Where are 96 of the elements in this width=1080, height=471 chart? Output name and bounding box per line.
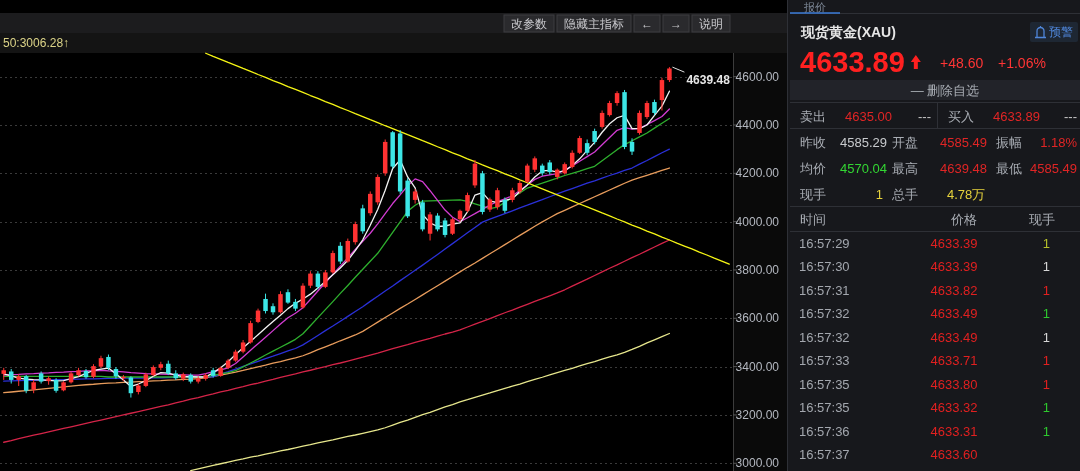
line-series: [190, 332, 671, 471]
data-label: 4633.49: [930, 306, 978, 322]
text: 昨收: [800, 134, 826, 150]
text: +1.06%: [998, 55, 1046, 71]
data-label: 4633.39: [930, 235, 978, 251]
y-tick-label: 3800.00: [735, 262, 780, 277]
candlestick: [323, 269, 328, 289]
text: 4633.89: [800, 46, 905, 78]
y-tick-label: 16:57:36: [799, 423, 850, 439]
button: ←: [633, 14, 661, 33]
data-label: 4633.80: [930, 376, 978, 392]
candlestick: [465, 192, 470, 213]
data-label: 1: [1042, 259, 1050, 275]
y-tick-label: 3200.00: [735, 407, 780, 422]
candlestick: [338, 241, 343, 265]
data-label: 1: [1042, 306, 1050, 322]
y-tick-label: 16:57:32: [799, 306, 850, 322]
candlestick: [495, 187, 500, 211]
button: 说明: [691, 14, 731, 33]
data-label: 1: [1042, 423, 1050, 439]
candlestick: [435, 212, 440, 232]
text: 现手: [800, 186, 826, 202]
text: +48.60: [940, 55, 984, 71]
candlestick: [23, 374, 29, 394]
data-label: 1: [1042, 282, 1050, 298]
y-tick-label: 16:57:31: [799, 282, 850, 298]
data-label: 4633.71: [930, 353, 978, 369]
text: 4635.00: [845, 108, 892, 124]
button: 隐藏主指标: [556, 14, 632, 33]
y-tick-label: 4400.00: [735, 118, 780, 132]
y-tick-label: 16:57:32: [799, 329, 850, 345]
data-label: 4633.32: [930, 400, 978, 416]
text: ---: [918, 108, 931, 124]
text: 50:3006.28↑: [3, 36, 70, 50]
y-tick-label: 16:57:29: [799, 235, 850, 251]
candlestick: [278, 290, 283, 314]
text: 振幅: [996, 134, 1022, 150]
data-label: 4633.60: [930, 447, 978, 463]
data-label: 4633.82: [930, 282, 978, 298]
text: ---: [1064, 108, 1077, 124]
candlestick: [353, 221, 358, 246]
y-tick-label: 16:57:30: [799, 259, 850, 275]
data-label: 4633.49: [930, 329, 978, 345]
line-series: [205, 52, 730, 265]
y-tick-label: 4600.00: [735, 69, 780, 84]
line-series: [3, 239, 671, 443]
candlestick: [427, 211, 433, 241]
candlestick: [577, 135, 582, 155]
text: 4639.48: [940, 160, 987, 176]
text: 卖出: [800, 108, 826, 124]
text: 4585.49: [940, 134, 987, 150]
candlestick: [345, 238, 351, 264]
button: 预警: [1030, 22, 1078, 42]
data-label: 4633.31: [930, 423, 978, 439]
data-label: 1: [1042, 400, 1050, 416]
y-tick-label: 3400.00: [735, 359, 780, 374]
text: 4585.49: [1030, 160, 1077, 176]
y-tick-label: 3600.00: [735, 311, 780, 326]
candlestick: [637, 110, 642, 136]
data-label: 4633.39: [930, 259, 978, 275]
button: 改参数: [503, 14, 555, 33]
text: 1: [875, 186, 883, 202]
data-label: 1: [1042, 376, 1050, 392]
candlestick: [248, 320, 253, 345]
y-axis-title: 时间: [800, 211, 826, 227]
y-tick-label: 16:57:35: [799, 376, 850, 392]
button: →: [662, 14, 690, 33]
text: 最高: [892, 160, 918, 176]
annotation: 4639.48: [686, 73, 731, 88]
candlestick: [442, 217, 448, 238]
y-tick-label: 4000.00: [735, 214, 780, 229]
data-label: 1: [1042, 353, 1050, 369]
candlestick: [525, 163, 530, 184]
text: — 删除自选: [910, 82, 980, 98]
y-tick-label: 16:57:35: [799, 400, 850, 416]
text: 均价: [799, 160, 826, 176]
y-tick-label: 3000.00: [735, 456, 780, 471]
y-tick-label: 16:57:33: [799, 353, 850, 369]
data-label: 1: [1042, 329, 1050, 345]
text: 现货黄金(XAU): [800, 24, 896, 40]
y-tick-label: 16:57:37: [799, 447, 850, 463]
text: 1.18%: [1040, 134, 1078, 150]
text: 开盘: [892, 134, 918, 150]
text: 4570.04: [840, 160, 887, 176]
text: 4585.29: [840, 134, 887, 150]
y-tick-label: 4200.00: [735, 166, 780, 181]
text: 4.78万: [947, 186, 986, 202]
text: 总手: [891, 186, 918, 202]
text: 最低: [996, 160, 1022, 176]
text: 4633.89: [993, 108, 1040, 124]
data-label: 1: [1042, 235, 1050, 251]
candlestick: [263, 293, 268, 314]
text: 买入: [948, 108, 974, 124]
x-tick-label: 价格: [950, 211, 977, 227]
candlestick: [128, 375, 134, 399]
text: 报价: [803, 0, 826, 13]
